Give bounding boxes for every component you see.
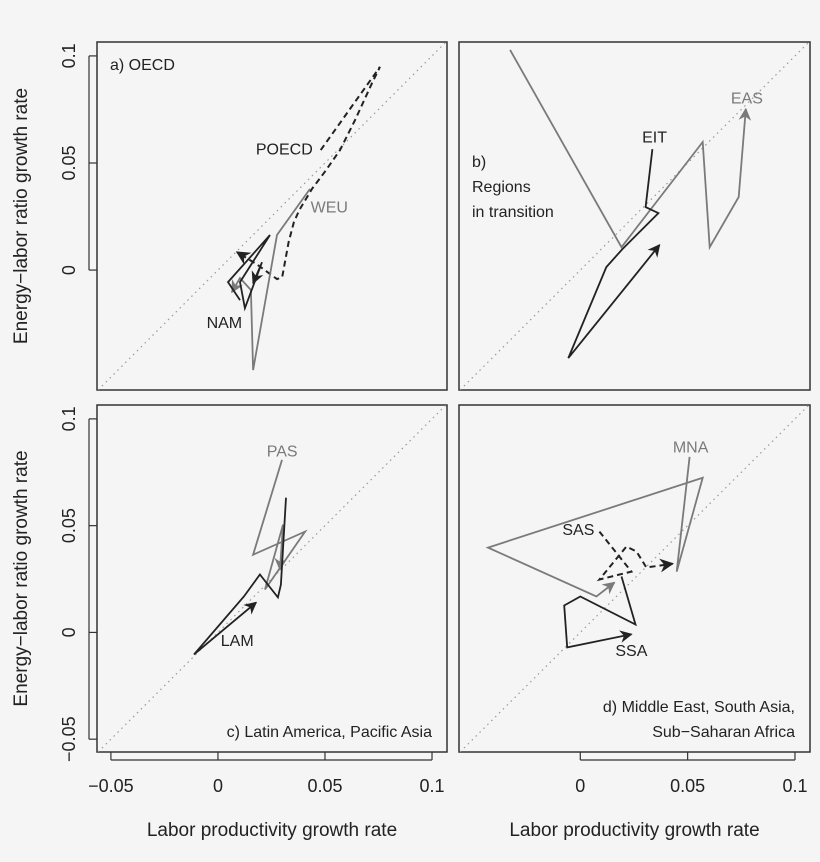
series-line-sas (596, 530, 674, 582)
y-axis-label: Energy−labor ratio growth rate (11, 450, 32, 706)
x-tick-label: 0.05 (670, 776, 705, 796)
series-label-weu: WEU (311, 199, 348, 216)
y-tick-label: 0.1 (59, 406, 79, 431)
series-line-pas (251, 459, 308, 591)
y-tick-label: 0.05 (59, 145, 79, 180)
plot-frame (458, 41, 811, 391)
y-tick-label: 0.05 (59, 508, 79, 543)
panel-c: −0.05 0 0.05 0.1 −0.05 0 0.05 0.1 Energy−labor r… (11, 404, 448, 841)
y-tick-label: 0 (59, 627, 79, 637)
series-label-pas: PAS (267, 443, 298, 460)
series-label-poecd: POECD (256, 142, 313, 159)
x-axis-label: Labor productivity growth rate (509, 820, 759, 841)
series-label-sas: SAS (562, 522, 594, 539)
series-line-lam (193, 497, 287, 656)
x-tick-label: 0 (213, 776, 223, 796)
y-tick-label: 0.1 (59, 43, 79, 68)
panel-title: d) Middle East, South Asia, (603, 699, 795, 716)
x-axis-label: Labor productivity growth rate (147, 820, 397, 841)
panel-d: 0 0.05 0.1 Labor productivity growth rate d)… (458, 404, 811, 841)
y-tick-label: 0 (59, 265, 79, 275)
series-label-eas: EAS (731, 90, 763, 107)
y-tick-label: −0.05 (59, 716, 79, 762)
panel-title: Sub−Saharan Africa (652, 724, 795, 741)
panel-title: a) OECD (110, 57, 175, 74)
x-tick-label: −0.05 (88, 776, 134, 796)
panel-title: b) (472, 154, 486, 171)
series-label-ssa: SSA (615, 643, 647, 660)
series-line-poecd (235, 66, 381, 281)
series-line-mna (485, 456, 705, 598)
x-tick-label: 0.1 (782, 776, 807, 796)
series-line-nam (226, 234, 271, 312)
x-tick-label: 0.1 (419, 776, 444, 796)
series-line-eit (567, 148, 661, 359)
series-label-nam: NAM (207, 315, 243, 332)
plot-frame (96, 41, 448, 391)
panel-title: c) Latin America, Pacific Asia (227, 724, 433, 741)
series-line-eas (509, 49, 752, 251)
series-label-lam: LAM (221, 633, 254, 650)
panel-title: in transition (472, 204, 554, 221)
series-label-mna: MNA (673, 439, 709, 456)
series-line-weu (231, 188, 311, 371)
plot-frame (458, 404, 811, 753)
panel-title: Regions (472, 179, 531, 196)
panel-b: b) Regions in transition EAS EIT (458, 41, 811, 391)
x-tick-label: 0.05 (307, 776, 342, 796)
y-axis-label: Energy−labor ratio growth rate (11, 88, 32, 344)
panel-a: 0 0.05 0.1 Energy−labor ratio growth rate a)… (11, 41, 448, 391)
x-tick-label: 0 (575, 776, 585, 796)
series-label-eit: EIT (642, 129, 667, 146)
series-line-ssa (563, 576, 637, 649)
